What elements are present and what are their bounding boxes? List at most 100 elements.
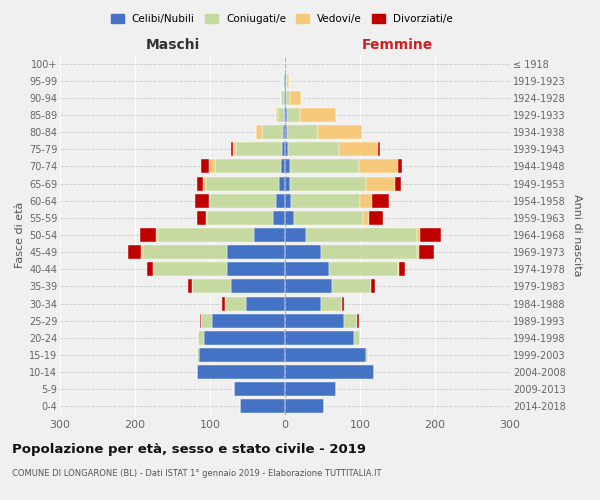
- Bar: [290, 160, 359, 173]
- Bar: [262, 125, 283, 139]
- Bar: [395, 176, 401, 190]
- Bar: [204, 331, 285, 345]
- Text: Femmine: Femmine: [362, 38, 433, 52]
- Bar: [285, 314, 343, 328]
- Legend: Celibi/Nubili, Coniugati/e, Vedovi/e, Divorziati/e: Celibi/Nubili, Coniugati/e, Vedovi/e, Di…: [107, 10, 457, 29]
- Bar: [287, 74, 289, 88]
- Bar: [212, 314, 285, 328]
- Bar: [331, 280, 371, 293]
- Bar: [399, 262, 405, 276]
- Bar: [285, 125, 287, 139]
- Text: COMUNE DI LONGARONE (BL) - Dati ISTAT 1° gennaio 2019 - Elaborazione TUTTITALIA.: COMUNE DI LONGARONE (BL) - Dati ISTAT 1°…: [12, 469, 382, 478]
- Bar: [197, 348, 199, 362]
- Bar: [197, 211, 205, 225]
- Bar: [128, 245, 141, 259]
- Bar: [246, 296, 285, 310]
- Bar: [199, 314, 201, 328]
- Bar: [417, 228, 420, 242]
- Text: Popolazione per età, sesso e stato civile - 2019: Popolazione per età, sesso e stato civil…: [12, 442, 366, 456]
- Bar: [372, 194, 389, 207]
- Bar: [286, 74, 287, 88]
- Bar: [198, 331, 204, 345]
- Bar: [285, 365, 373, 379]
- Bar: [366, 348, 367, 362]
- Bar: [209, 194, 210, 207]
- Bar: [284, 91, 285, 105]
- Bar: [215, 160, 281, 173]
- Bar: [195, 194, 209, 207]
- Bar: [283, 125, 285, 139]
- Bar: [342, 296, 343, 310]
- Bar: [285, 245, 321, 259]
- Bar: [321, 296, 342, 310]
- Y-axis label: Fasce di età: Fasce di età: [14, 202, 25, 268]
- Bar: [366, 176, 395, 190]
- Bar: [282, 142, 285, 156]
- Bar: [283, 74, 284, 88]
- Bar: [188, 280, 192, 293]
- Bar: [360, 194, 372, 207]
- Bar: [285, 228, 306, 242]
- Bar: [285, 400, 324, 413]
- Bar: [233, 142, 235, 156]
- Bar: [273, 211, 285, 225]
- Bar: [279, 176, 285, 190]
- Bar: [157, 228, 254, 242]
- Bar: [321, 245, 417, 259]
- Bar: [281, 91, 284, 105]
- Bar: [285, 74, 286, 88]
- Bar: [147, 262, 153, 276]
- Bar: [285, 331, 354, 345]
- Bar: [199, 348, 285, 362]
- Bar: [285, 160, 290, 173]
- Bar: [290, 91, 301, 105]
- Bar: [291, 194, 360, 207]
- Bar: [343, 314, 357, 328]
- Bar: [371, 280, 375, 293]
- Bar: [156, 228, 157, 242]
- Y-axis label: Anni di nascita: Anni di nascita: [572, 194, 582, 276]
- Bar: [287, 125, 318, 139]
- Bar: [306, 228, 417, 242]
- Bar: [276, 194, 285, 207]
- Bar: [192, 280, 231, 293]
- Bar: [294, 211, 363, 225]
- Bar: [285, 382, 336, 396]
- Bar: [363, 211, 369, 225]
- Bar: [286, 91, 290, 105]
- Bar: [357, 314, 359, 328]
- Bar: [231, 280, 285, 293]
- Bar: [209, 160, 215, 173]
- Bar: [203, 176, 205, 190]
- Bar: [197, 176, 203, 190]
- Bar: [205, 176, 279, 190]
- Bar: [398, 262, 399, 276]
- Bar: [284, 108, 285, 122]
- Bar: [420, 228, 441, 242]
- Bar: [227, 245, 285, 259]
- Bar: [143, 245, 227, 259]
- Bar: [318, 125, 361, 139]
- Bar: [285, 91, 286, 105]
- Bar: [339, 142, 378, 156]
- Bar: [285, 280, 331, 293]
- Bar: [235, 142, 282, 156]
- Bar: [153, 262, 227, 276]
- Bar: [288, 142, 339, 156]
- Bar: [254, 228, 285, 242]
- Bar: [417, 245, 419, 259]
- Bar: [285, 262, 329, 276]
- Bar: [290, 176, 366, 190]
- Bar: [285, 211, 294, 225]
- Bar: [300, 108, 336, 122]
- Bar: [285, 348, 366, 362]
- Bar: [222, 296, 225, 310]
- Text: Maschi: Maschi: [145, 38, 200, 52]
- Bar: [285, 108, 287, 122]
- Bar: [329, 262, 398, 276]
- Bar: [207, 211, 273, 225]
- Bar: [197, 365, 285, 379]
- Bar: [359, 160, 398, 173]
- Bar: [398, 160, 402, 173]
- Bar: [256, 125, 262, 139]
